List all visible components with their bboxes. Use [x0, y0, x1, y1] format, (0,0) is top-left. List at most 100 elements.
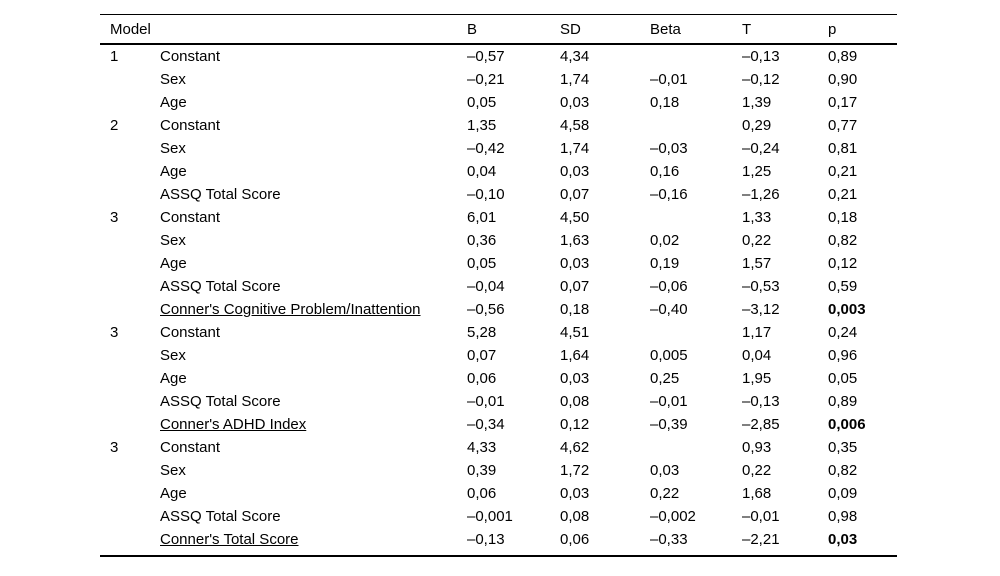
b-value: 0,36 [467, 232, 497, 249]
beta-value [650, 321, 742, 344]
table-body: 1 Constant –0,57 4,34 –0,13 0,89 Sex –0,… [100, 45, 897, 551]
t-value: 1,57 [742, 255, 772, 272]
sd-value: 4,50 [560, 209, 590, 226]
b-value: 4,33 [467, 439, 497, 456]
table-row: Conner's Cognitive Problem/Inattention –… [100, 298, 897, 321]
table-row: Age 0,05 0,03 0,18 1,39 0,17 [100, 91, 897, 114]
model-number [100, 68, 160, 91]
t-value: 0,93 [742, 439, 772, 456]
p-value: 0,82 [828, 462, 858, 479]
sd-value: 0,08 [560, 393, 590, 410]
t-value: –2,85 [742, 416, 780, 433]
b-value: –0,001 [467, 508, 513, 525]
model-number [100, 183, 160, 206]
table-row: Sex –0,42 1,74 –0,03 –0,24 0,81 [100, 137, 897, 160]
predictor-label: Constant [160, 48, 221, 65]
predictor-label: Constant [160, 324, 221, 341]
t-value: –0,12 [742, 71, 780, 88]
b-value: –0,13 [467, 531, 505, 548]
beta-value: –0,01 [650, 393, 688, 410]
sd-value: 1,63 [560, 232, 590, 249]
beta-value [650, 45, 742, 68]
t-value: 1,33 [742, 209, 772, 226]
b-value: –0,10 [467, 186, 505, 203]
model-number [100, 252, 160, 275]
sd-value: 0,18 [560, 301, 590, 318]
table-row: Age 0,06 0,03 0,22 1,68 0,09 [100, 482, 897, 505]
t-value: 1,95 [742, 370, 772, 387]
predictor-label: Age [160, 370, 187, 387]
sd-value: 1,74 [560, 140, 590, 157]
sd-value: 4,34 [560, 48, 590, 65]
table-row: ASSQ Total Score –0,001 0,08 –0,002 –0,0… [100, 505, 897, 528]
predictor-label: Constant [160, 117, 221, 134]
t-value: –0,13 [742, 393, 780, 410]
model-number [100, 229, 160, 252]
model-number [100, 413, 160, 436]
beta-value [650, 206, 742, 229]
beta-value: –0,33 [650, 531, 688, 548]
b-value: –0,34 [467, 416, 505, 433]
t-value: –0,53 [742, 278, 780, 295]
header-p: p [828, 21, 837, 38]
predictor-label: ASSQ Total Score [160, 508, 281, 525]
b-value: 1,35 [467, 117, 497, 134]
table-row: Conner's ADHD Index –0,34 0,12 –0,39 –2,… [100, 413, 897, 436]
beta-value: –0,03 [650, 140, 688, 157]
predictor-label: Age [160, 485, 187, 502]
sd-value: 4,62 [560, 439, 590, 456]
sd-value: 0,03 [560, 163, 590, 180]
model-number [100, 367, 160, 390]
table-row: Sex –0,21 1,74 –0,01 –0,12 0,90 [100, 68, 897, 91]
b-value: 0,05 [467, 255, 497, 272]
model-number [100, 528, 160, 551]
table-row: Age 0,06 0,03 0,25 1,95 0,05 [100, 367, 897, 390]
sd-value: 1,64 [560, 347, 590, 364]
table-row: ASSQ Total Score –0,04 0,07 –0,06 –0,53 … [100, 275, 897, 298]
table-row: 1 Constant –0,57 4,34 –0,13 0,89 [100, 45, 897, 68]
b-value: –0,04 [467, 278, 505, 295]
beta-value: 0,25 [650, 370, 680, 387]
model-number [100, 344, 160, 367]
t-value: –0,01 [742, 508, 780, 525]
b-value: –0,56 [467, 301, 505, 318]
table-row: ASSQ Total Score –0,10 0,07 –0,16 –1,26 … [100, 183, 897, 206]
b-value: –0,42 [467, 140, 505, 157]
p-value: 0,90 [828, 71, 858, 88]
p-value: 0,81 [828, 140, 858, 157]
beta-value [650, 114, 742, 137]
predictor-label: Sex [160, 71, 186, 88]
table-row: ASSQ Total Score –0,01 0,08 –0,01 –0,13 … [100, 390, 897, 413]
sd-value: 0,03 [560, 370, 590, 387]
beta-value: 0,18 [650, 94, 680, 111]
predictor-label: ASSQ Total Score [160, 393, 281, 410]
table-row: Sex 0,36 1,63 0,02 0,22 0,82 [100, 229, 897, 252]
beta-value: 0,005 [650, 347, 688, 364]
model-number [100, 298, 160, 321]
header-sd: SD [560, 21, 581, 38]
beta-value: –0,16 [650, 186, 688, 203]
b-value: 6,01 [467, 209, 497, 226]
table-row: 3 Constant 6,01 4,50 1,33 0,18 [100, 206, 897, 229]
sd-value: 4,58 [560, 117, 590, 134]
p-value: 0,18 [828, 209, 858, 226]
model-number: 3 [110, 324, 119, 341]
model-number [100, 482, 160, 505]
b-value: –0,57 [467, 48, 505, 65]
sd-value: 0,07 [560, 278, 590, 295]
sd-value: 0,03 [560, 255, 590, 272]
p-value: 0,82 [828, 232, 858, 249]
table-row: Age 0,04 0,03 0,16 1,25 0,21 [100, 160, 897, 183]
predictor-label: Age [160, 255, 187, 272]
model-number: 2 [110, 117, 119, 134]
t-value: –0,24 [742, 140, 780, 157]
sd-value: 4,51 [560, 324, 590, 341]
predictor-label: Sex [160, 232, 186, 249]
model-number [100, 390, 160, 413]
model-number: 3 [110, 439, 119, 456]
beta-value: 0,02 [650, 232, 680, 249]
b-value: 5,28 [467, 324, 497, 341]
b-value: 0,06 [467, 370, 497, 387]
t-value: 0,29 [742, 117, 772, 134]
beta-value: –0,002 [650, 508, 696, 525]
